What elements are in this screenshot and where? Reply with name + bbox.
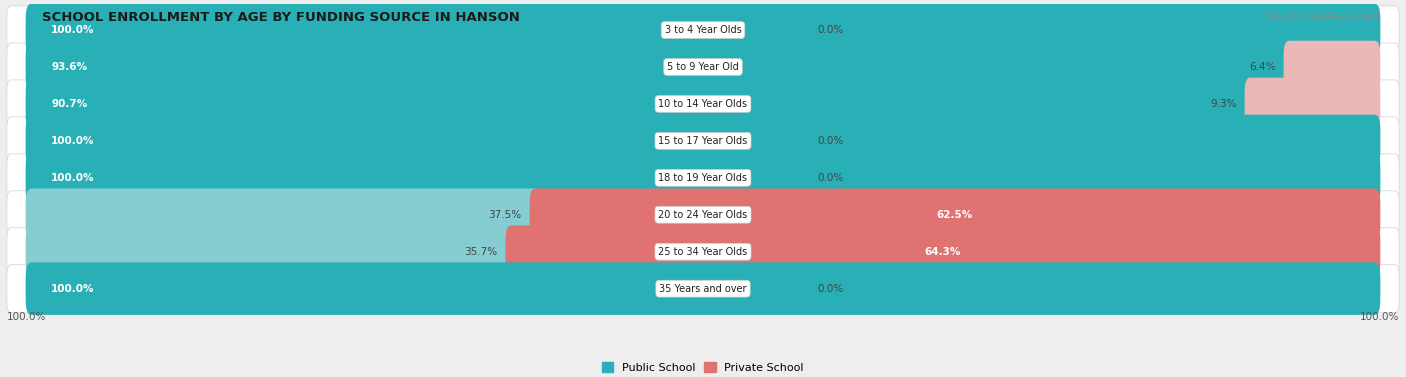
Text: 100.0%: 100.0% bbox=[51, 173, 94, 183]
Text: 62.5%: 62.5% bbox=[936, 210, 973, 220]
Text: 15 to 17 Year Olds: 15 to 17 Year Olds bbox=[658, 136, 748, 146]
FancyBboxPatch shape bbox=[25, 152, 1381, 204]
Text: Source: ZipAtlas.com: Source: ZipAtlas.com bbox=[1267, 11, 1378, 21]
FancyBboxPatch shape bbox=[7, 80, 1399, 128]
Text: 0.0%: 0.0% bbox=[817, 136, 844, 146]
FancyBboxPatch shape bbox=[25, 41, 1295, 93]
Text: 100.0%: 100.0% bbox=[7, 311, 46, 322]
FancyBboxPatch shape bbox=[25, 225, 516, 278]
Text: 0.0%: 0.0% bbox=[817, 284, 844, 294]
Text: 5 to 9 Year Old: 5 to 9 Year Old bbox=[666, 62, 740, 72]
FancyBboxPatch shape bbox=[25, 262, 1381, 315]
Text: 100.0%: 100.0% bbox=[51, 136, 94, 146]
FancyBboxPatch shape bbox=[25, 188, 540, 241]
Text: 37.5%: 37.5% bbox=[488, 210, 522, 220]
Text: 35.7%: 35.7% bbox=[464, 247, 498, 257]
FancyBboxPatch shape bbox=[7, 43, 1399, 91]
Text: 0.0%: 0.0% bbox=[817, 173, 844, 183]
FancyBboxPatch shape bbox=[7, 191, 1399, 239]
Text: 10 to 14 Year Olds: 10 to 14 Year Olds bbox=[658, 99, 748, 109]
Text: 3 to 4 Year Olds: 3 to 4 Year Olds bbox=[665, 25, 741, 35]
FancyBboxPatch shape bbox=[25, 4, 1381, 56]
Text: 93.6%: 93.6% bbox=[51, 62, 87, 72]
FancyBboxPatch shape bbox=[7, 154, 1399, 202]
Text: 35 Years and over: 35 Years and over bbox=[659, 284, 747, 294]
Text: 20 to 24 Year Olds: 20 to 24 Year Olds bbox=[658, 210, 748, 220]
FancyBboxPatch shape bbox=[1244, 78, 1381, 130]
Text: 90.7%: 90.7% bbox=[51, 99, 87, 109]
Text: 64.3%: 64.3% bbox=[925, 247, 962, 257]
FancyBboxPatch shape bbox=[25, 115, 1381, 167]
FancyBboxPatch shape bbox=[7, 6, 1399, 54]
FancyBboxPatch shape bbox=[25, 78, 1256, 130]
FancyBboxPatch shape bbox=[7, 228, 1399, 276]
Text: 18 to 19 Year Olds: 18 to 19 Year Olds bbox=[658, 173, 748, 183]
FancyBboxPatch shape bbox=[530, 188, 1381, 241]
Legend: Public School, Private School: Public School, Private School bbox=[598, 358, 808, 377]
Text: 100.0%: 100.0% bbox=[51, 25, 94, 35]
Text: 6.4%: 6.4% bbox=[1249, 62, 1275, 72]
Text: 9.3%: 9.3% bbox=[1211, 99, 1236, 109]
Text: 100.0%: 100.0% bbox=[51, 284, 94, 294]
Text: SCHOOL ENROLLMENT BY AGE BY FUNDING SOURCE IN HANSON: SCHOOL ENROLLMENT BY AGE BY FUNDING SOUR… bbox=[42, 11, 520, 24]
FancyBboxPatch shape bbox=[505, 225, 1381, 278]
Text: 25 to 34 Year Olds: 25 to 34 Year Olds bbox=[658, 247, 748, 257]
FancyBboxPatch shape bbox=[7, 265, 1399, 313]
FancyBboxPatch shape bbox=[1284, 41, 1381, 93]
FancyBboxPatch shape bbox=[7, 117, 1399, 165]
Text: 100.0%: 100.0% bbox=[1360, 311, 1399, 322]
Text: 0.0%: 0.0% bbox=[817, 25, 844, 35]
